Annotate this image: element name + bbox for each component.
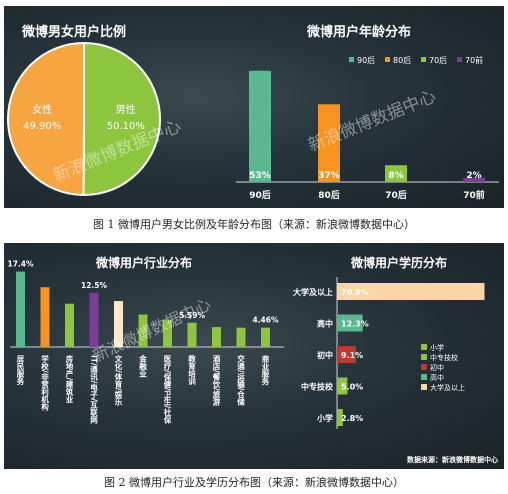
edu-legend-swatch-4 <box>421 384 427 390</box>
industry-tick-label-3: IT/通讯/电子/互联网 <box>89 355 98 425</box>
figure1-panel: 微博男女用户比例男性 50.10% 女性 49.90% 微博用户年龄分布 90后 80后 70… <box>4 6 504 208</box>
industry-bar-6 <box>163 319 172 347</box>
edu-legend-swatch-3 <box>421 374 427 380</box>
edu-value-label-0: 70.8% <box>341 288 369 297</box>
edu-legend-label-2: 初中 <box>430 363 444 372</box>
edu-bar-1 <box>337 314 363 332</box>
industry-tick-label-7: 教育培训 <box>187 354 196 387</box>
industry-bar-9 <box>236 327 246 347</box>
edu-value-label-2: 9.1% <box>341 351 363 360</box>
pie-label-name-1: 女性 <box>32 103 52 116</box>
industry-value-label-10: 4.46% <box>252 316 279 325</box>
figure1-caption: 图 1 微博用户男女比例及年龄分布图（来源：新浪微博数据中心） <box>93 218 415 231</box>
edu-value-label-1: 12.3% <box>341 320 369 329</box>
industry-bar-3 <box>89 292 99 347</box>
edu-tick-label-1: 高中 <box>317 319 333 329</box>
age-legend-swatch-1 <box>385 57 390 62</box>
pie-label-value-1: 49.90% <box>23 121 61 132</box>
edu-legend-label-3: 高中 <box>430 373 444 382</box>
age-tick-label-0: 90后 <box>249 189 271 201</box>
age-bar-1 <box>318 104 340 182</box>
industry-value-label-3: 12.5% <box>81 281 108 290</box>
edu-tick-label-0: 大学及以上 <box>293 287 333 297</box>
figure2-caption: 图 2 微博用户行业及学历分布图（来源：新浪微博数据中心） <box>104 476 404 489</box>
industry-value-label-0: 17.4% <box>7 260 34 269</box>
industry-bar-1 <box>40 287 50 347</box>
industry-tick-label-6: 医疗/保健/卫生/社保 <box>163 355 172 425</box>
age-legend-swatch-0 <box>349 57 354 62</box>
industry-title: 微博用户行业分布 <box>95 255 192 270</box>
edu-legend-swatch-1 <box>421 354 427 360</box>
industry-bar-7 <box>187 322 197 347</box>
age-value-label-2: 8% <box>388 171 403 181</box>
industry-tick-label-9: 交通/运输/仓储 <box>236 354 245 407</box>
edu-bar-2 <box>337 346 356 363</box>
pie-slice-1 <box>6 41 85 197</box>
age-bar-3 <box>463 177 485 182</box>
industry-tick-label-2: 房地产/建筑业 <box>65 354 74 403</box>
age-legend-label-2: 70后 <box>429 55 447 65</box>
industry-bar-0 <box>16 271 25 347</box>
edu-tick-label-3: 中专技校 <box>301 382 334 392</box>
industry-bar-5 <box>138 314 148 347</box>
age-bar-2 <box>385 165 407 182</box>
edu-bar-4 <box>337 409 343 426</box>
age-value-label-1: 37% <box>318 171 340 181</box>
industry-tick-label-8: 酒店/餐饮/旅游 <box>212 354 221 407</box>
edu-value-label-4: 2.8% <box>341 414 363 423</box>
edu-legend-label-0: 小学 <box>430 343 444 352</box>
industry-tick-label-4: 文化/体育/娱乐 <box>114 354 123 407</box>
figure2-canvas: 微博用户行业分布 17.4% 居民服务 学校/非营利机构 房地产/建筑业 12.5% IT/… <box>7 255 498 464</box>
age-tick-label-3: 70前 <box>463 189 485 201</box>
edu-bar-3 <box>337 377 348 395</box>
edu-legend-swatch-2 <box>421 364 427 370</box>
pie-title: 微博男女用户比例 <box>21 24 126 40</box>
edu-title: 微博用户学历分布 <box>350 255 447 270</box>
pie-label-name-0: 男性 <box>116 103 136 116</box>
age-bar-0 <box>249 70 271 182</box>
industry-tick-label-5: 金融业 <box>138 354 147 378</box>
edu-legend-label-1: 中专技校 <box>430 353 458 362</box>
edu-value-label-3: 5.0% <box>341 383 363 392</box>
industry-value-label-7: 5.59% <box>179 311 206 320</box>
age-legend-label-0: 90后 <box>357 55 375 65</box>
age-legend-swatch-2 <box>421 57 426 62</box>
industry-bar-8 <box>212 327 221 347</box>
edu-legend-label-4: 大学及以上 <box>430 383 465 392</box>
figure2-panel: 微博用户行业分布 17.4% 居民服务 学校/非营利机构 房地产/建筑业 12.5% IT/… <box>4 243 504 469</box>
industry-bar-2 <box>65 303 74 347</box>
age-tick-label-2: 70后 <box>385 189 407 201</box>
edu-tick-label-4: 小学 <box>316 413 333 423</box>
edu-tick-label-2: 初中 <box>317 350 333 360</box>
pie-label-value-0: 50.10% <box>107 121 145 132</box>
industry-tick-label-10: 商业服务 <box>261 354 270 387</box>
edu-legend-swatch-0 <box>421 344 427 350</box>
pie-slice-0 <box>82 41 161 196</box>
industry-tick-label-0: 居民服务 <box>16 355 25 387</box>
age-title: 微博用户年龄分布 <box>306 24 411 40</box>
age-value-label-0: 53% <box>249 171 271 181</box>
age-legend-label-3: 70前 <box>465 55 483 65</box>
industry-bar-10 <box>261 327 270 347</box>
industry-tick-label-1: 学校/非营利机构 <box>40 354 49 412</box>
age-legend-label-1: 80后 <box>393 55 411 65</box>
age-tick-label-1: 80后 <box>318 189 340 201</box>
age-legend-swatch-3 <box>457 57 462 62</box>
industry-bar-4 <box>114 301 123 347</box>
age-value-label-3: 2% <box>466 171 481 181</box>
edu-bar-0 <box>337 283 485 300</box>
source-note: 数据来源：新浪微博数据中心 <box>407 455 498 464</box>
